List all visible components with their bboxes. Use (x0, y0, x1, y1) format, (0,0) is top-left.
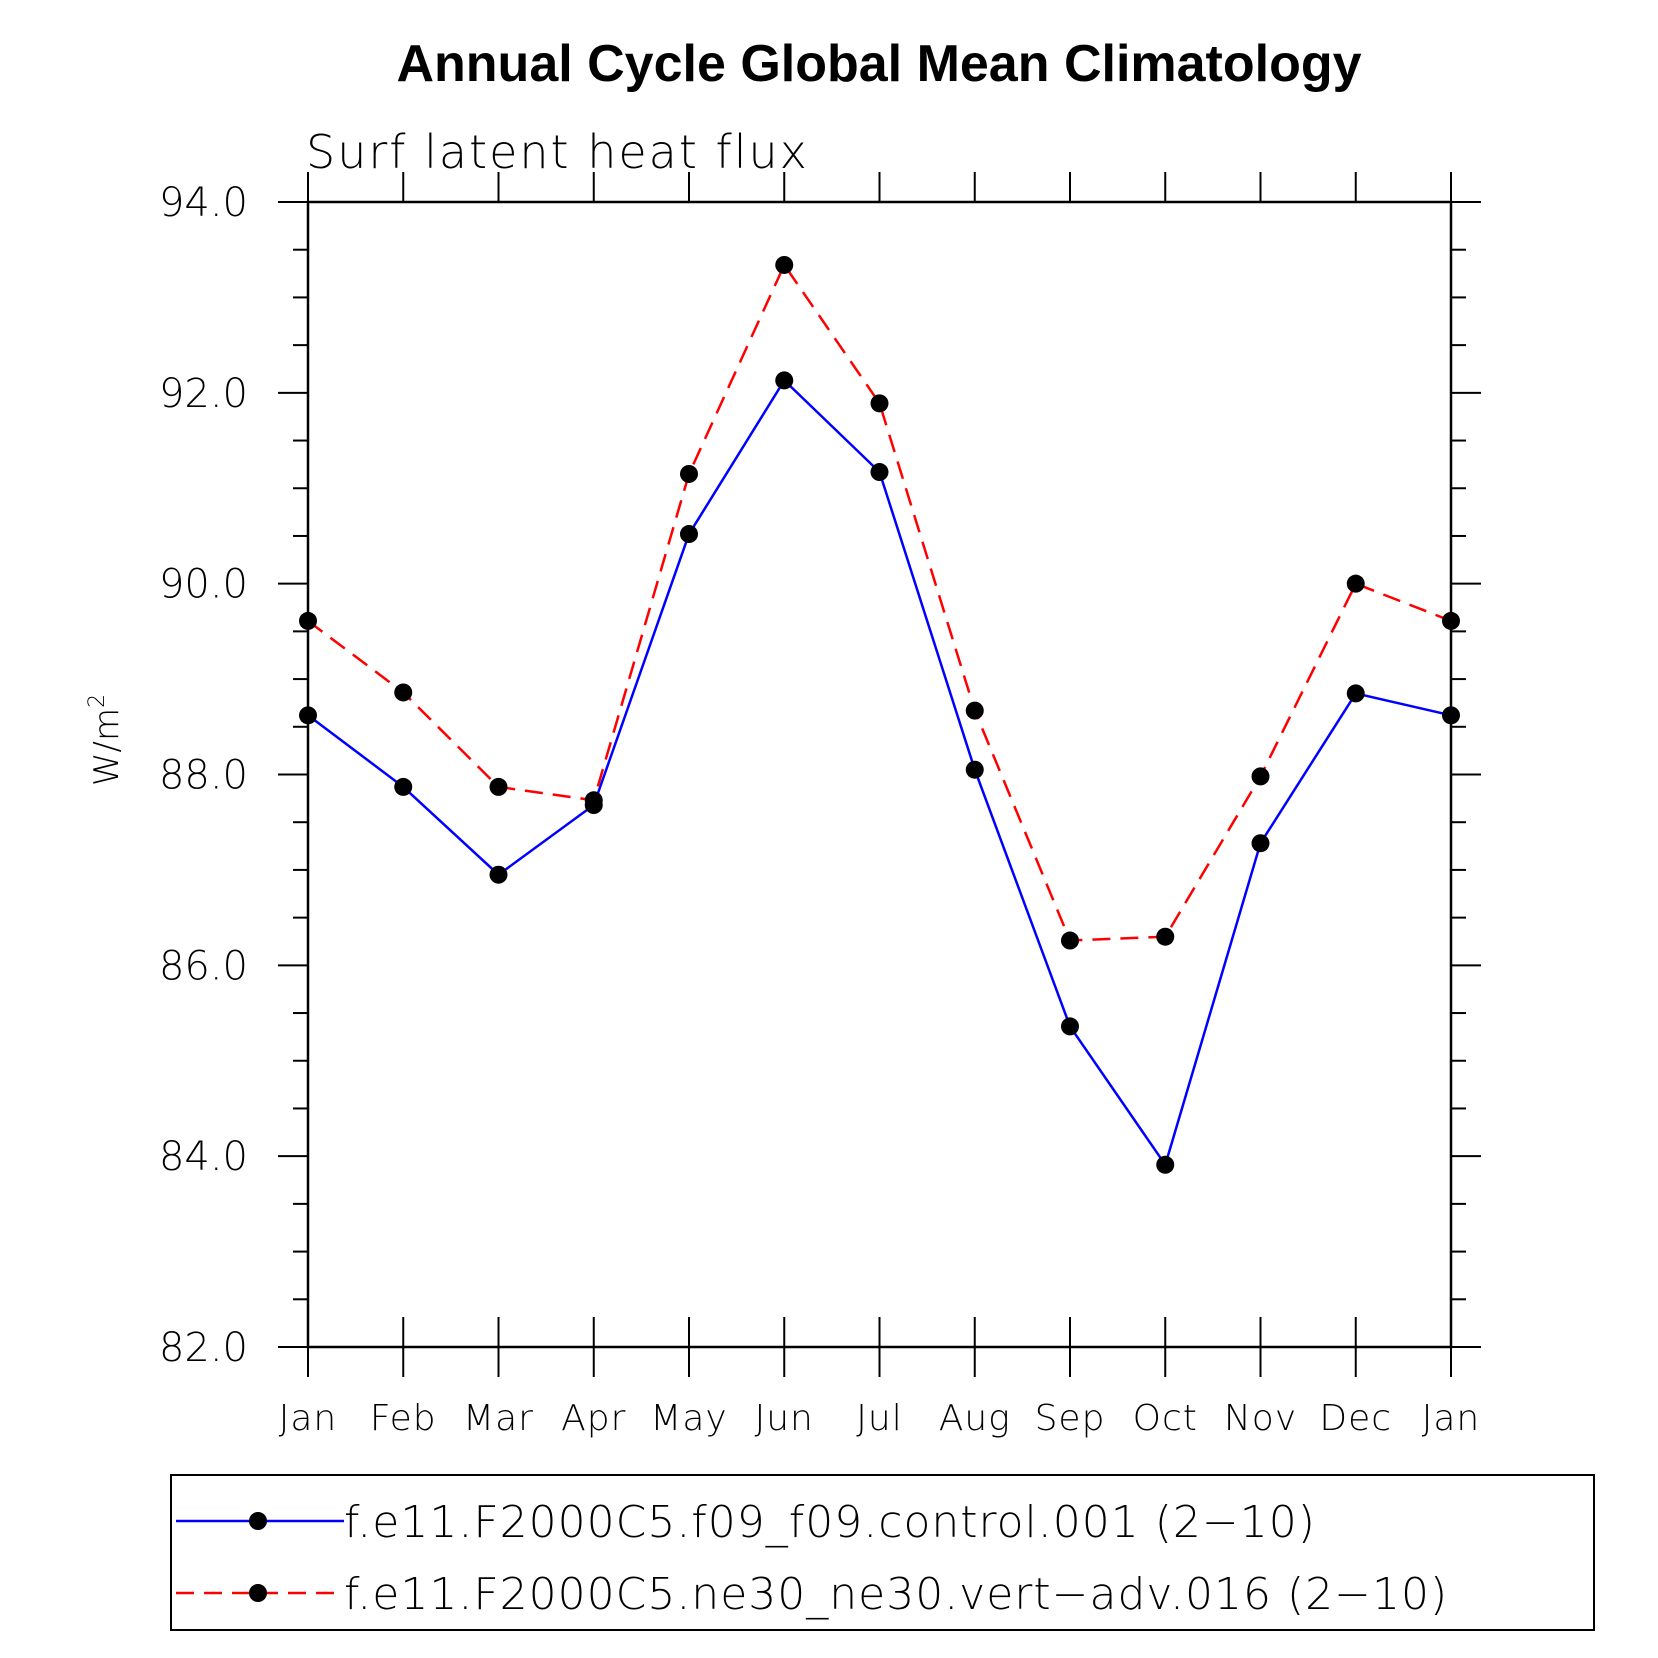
data-point-series-0 (1251, 834, 1270, 853)
x-tick-label: Jul (856, 1398, 902, 1439)
y-axis-label: W/m2 (85, 694, 127, 786)
y-tick-label: 88.0 (159, 753, 248, 799)
data-point-series-1 (1251, 767, 1270, 786)
x-tick-label: Jan (279, 1398, 338, 1439)
plot-frame (306, 200, 1453, 1349)
y-tick-label: 86.0 (159, 943, 248, 989)
legend-label-vert-adv: f.e11.F2000C5.ne30_ne30.vert−adv.016 (2−… (344, 1569, 1448, 1620)
x-tick-label: May (650, 1398, 727, 1439)
y-tick-label: 84.0 (159, 1134, 248, 1180)
x-tick-label: Jun (755, 1398, 814, 1439)
data-point-series-0 (489, 865, 508, 884)
legend: f.e11.F2000C5.f09_f09.control.001 (2−10)… (170, 1474, 1595, 1631)
data-point-series-0 (1061, 1017, 1079, 1036)
x-tick-label: Mar (463, 1398, 534, 1439)
data-point-series-1 (680, 464, 698, 483)
data-point-series-0 (1156, 1155, 1175, 1174)
data-point-series-1 (1061, 931, 1079, 950)
series-line-1 (307, 262, 1452, 942)
data-point-series-0 (680, 525, 698, 544)
x-tick-label: Dec (1319, 1398, 1392, 1439)
x-tick-label: Sep (1035, 1398, 1106, 1439)
data-point-series-0 (775, 371, 794, 390)
chart-title: Annual Cycle Global Mean Climatology (396, 35, 1361, 93)
data-point-series-0 (965, 760, 984, 779)
x-tick-label: Nov (1224, 1398, 1297, 1439)
data-point-series-0 (299, 706, 317, 725)
data-point-series-1 (299, 611, 317, 630)
data-point-series-1 (965, 701, 984, 720)
x-tick-label: Aug (939, 1398, 1011, 1439)
y-axis-label-text: W/m (87, 708, 127, 786)
data-point-series-0 (1346, 684, 1365, 703)
data-point-series-1 (1442, 611, 1460, 630)
data-point-series-0 (870, 463, 889, 482)
data-point-series-0 (394, 777, 413, 796)
marker-layer (299, 255, 1460, 1174)
tick-labels: 82.0 84.0 86.0 88.0 90.0 92.0 94.0 Jan Feb Mar Apr… (159, 180, 1481, 1439)
y-tick-label: 82.0 (159, 1325, 248, 1371)
y-tick-label: 94.0 (159, 180, 248, 226)
y-tick-label: 90.0 (159, 562, 248, 608)
legend-label-control: f.e11.F2000C5.f09_f09.control.001 (2−10) (344, 1497, 1316, 1548)
data-point-series-1 (1346, 574, 1365, 593)
data-point-series-1 (1156, 927, 1175, 946)
y-tick-label: 92.0 (159, 371, 248, 417)
series-line-0 (307, 378, 1452, 1168)
chart-subtitle: Surf latent heat flux (306, 125, 809, 179)
data-point-series-1 (775, 255, 794, 274)
data-point-series-1 (489, 777, 508, 796)
x-tick-label: Feb (370, 1398, 437, 1439)
x-tick-label: Apr (561, 1398, 626, 1439)
legend-marker-vert-adv (249, 1584, 267, 1602)
data-point-series-1 (870, 394, 889, 413)
legend-box (170, 1474, 1595, 1631)
y-axis-label-superscript: 2 (85, 694, 110, 708)
x-tick-label: Oct (1133, 1398, 1198, 1439)
data-point-series-1 (394, 683, 413, 702)
data-point-series-0 (1442, 706, 1460, 725)
data-point-series-1 (584, 791, 603, 810)
x-tick-label: Jan (1422, 1398, 1481, 1439)
svg-text:W/m2: W/m2 (85, 694, 127, 786)
axes (278, 172, 1481, 1377)
legend-marker-control (249, 1512, 267, 1530)
